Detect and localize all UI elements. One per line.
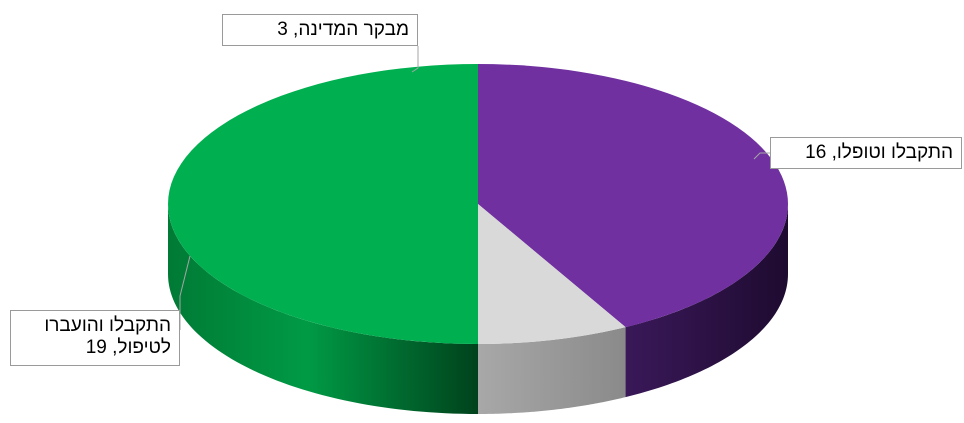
leader-line-handled	[753, 152, 770, 160]
pie-side-transferred	[168, 204, 478, 414]
data-label-handled: התקבלו וטופלו, 16	[770, 137, 962, 169]
pie-sides	[168, 204, 788, 414]
data-label-state-comptroller: מבקר המדינה, 3	[222, 14, 418, 46]
leader-line-state-comptroller	[411, 46, 419, 73]
data-label-transferred: התקבלו והועברו לטיפול, 19	[10, 310, 180, 366]
pie-slice-state-comptroller	[478, 204, 626, 344]
pie-side-handled	[625, 204, 788, 398]
pie-tops	[168, 64, 789, 344]
pie-slice-handled	[478, 64, 789, 328]
pie-slice-transferred	[168, 64, 478, 344]
leader-lines	[179, 46, 770, 330]
pie-side-state-comptroller	[478, 327, 626, 414]
leader-line-transferred	[179, 255, 191, 330]
